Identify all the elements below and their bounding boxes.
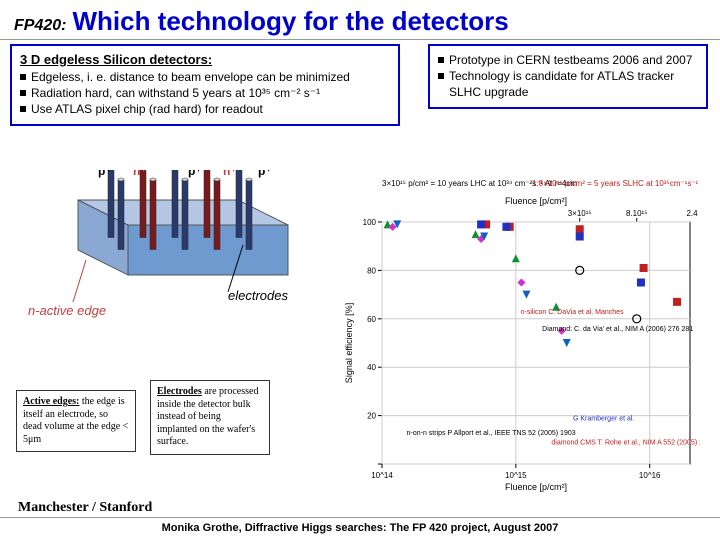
bullet-item: Prototype in CERN testbeams 2006 and 200… — [438, 52, 698, 68]
svg-text:Fluence [p/cm²]: Fluence [p/cm²] — [505, 482, 567, 492]
bullet-item: Edgeless, i. e. distance to beam envelop… — [20, 69, 390, 85]
title-prefix: FP420: — [14, 17, 66, 35]
active-edges-note: Active edges: the edge is itself an elec… — [16, 390, 136, 452]
svg-text:10^14: 10^14 — [371, 471, 393, 480]
bullet-square-icon — [20, 90, 26, 96]
bullet-square-icon — [438, 57, 444, 63]
svg-text:40: 40 — [367, 363, 376, 372]
bullet-item: Use ATLAS pixel chip (rad hard) for read… — [20, 101, 390, 117]
svg-text:10^16: 10^16 — [639, 471, 661, 480]
bullet-square-icon — [438, 73, 444, 79]
bullet-square-icon — [20, 106, 26, 112]
note1-title: Active edges: — [23, 396, 79, 407]
electrodes-note: Electrodes are processed inside the dete… — [150, 380, 270, 455]
svg-text:n⁺: n⁺ — [223, 170, 237, 178]
svg-text:100: 100 — [363, 218, 377, 227]
svg-text:Signal efficiency [%]: Signal efficiency [%] — [344, 303, 354, 383]
svg-text:n-silicon C. DaVia et al. Manc: n-silicon C. DaVia et al. Manches — [521, 309, 624, 316]
bullet-square-icon — [20, 74, 26, 80]
svg-text:p⁺: p⁺ — [188, 170, 202, 178]
bullet-item: Radiation hard, can withstand 5 years at… — [20, 85, 390, 101]
svg-text:10^15: 10^15 — [505, 471, 527, 480]
left-box-heading: 3 D edgeless Silicon detectors: — [20, 52, 390, 67]
efficiency-vs-fluence-chart: 3×10¹⁵ p/cm² = 10 years LHC at 10³⁴ cm⁻²… — [340, 174, 700, 494]
svg-text:1.8×10¹⁶ p/cm² = 5 years SLHC: 1.8×10¹⁶ p/cm² = 5 years SLHC at 10³⁵cm⁻… — [532, 179, 700, 188]
svg-text:8.10¹⁵: 8.10¹⁵ — [626, 209, 648, 218]
svg-text:G Kramberger et al.: G Kramberger et al. — [573, 415, 635, 422]
svg-text:n-on-n strips P Allport et al.: n-on-n strips P Allport et al., IEEE TNS… — [407, 430, 576, 437]
svg-text:3×10¹⁵: 3×10¹⁵ — [568, 209, 592, 218]
svg-text:p⁺: p⁺ — [98, 170, 112, 178]
svg-text:Fluence [p/cm²]: Fluence [p/cm²] — [505, 196, 567, 206]
attribution: Manchester / Stanford — [18, 500, 152, 516]
svg-text:60: 60 — [367, 315, 376, 324]
svg-text:n⁺: n⁺ — [133, 170, 147, 178]
svg-text:80: 80 — [367, 266, 376, 275]
svg-text:n-active edge: n-active edge — [28, 303, 106, 318]
bullet-item: Technology is candidate for ATLAS tracke… — [438, 68, 698, 100]
svg-text:20: 20 — [367, 412, 376, 421]
svg-text:electrodes: electrodes — [228, 288, 288, 303]
footer-citation: Monika Grothe, Diffractive Higgs searche… — [0, 517, 720, 534]
svg-text:diamond CMS T. Rohe et al., NI: diamond CMS T. Rohe et al., NIM A 552 (2… — [551, 440, 700, 447]
title-main: Which technology for the detectors — [72, 6, 508, 37]
title-bar: FP420: Which technology for the detector… — [0, 0, 720, 40]
svg-text:p⁺: p⁺ — [258, 170, 272, 178]
note2-title: Electrodes — [157, 386, 202, 397]
left-info-box: 3 D edgeless Silicon detectors: Edgeless… — [10, 44, 400, 126]
right-info-box: Prototype in CERN testbeams 2006 and 200… — [428, 44, 708, 109]
svg-text:2.4 10¹⁶: 2.4 10¹⁶ — [686, 209, 700, 218]
svg-text:Diamond: C. da Via' et al., NI: Diamond: C. da Via' et al., NIM A (2006)… — [542, 326, 693, 333]
detector-3d-diagram: p⁺ n⁺ p⁺ n⁺ p⁺ n-active edge electrodes — [18, 170, 318, 370]
